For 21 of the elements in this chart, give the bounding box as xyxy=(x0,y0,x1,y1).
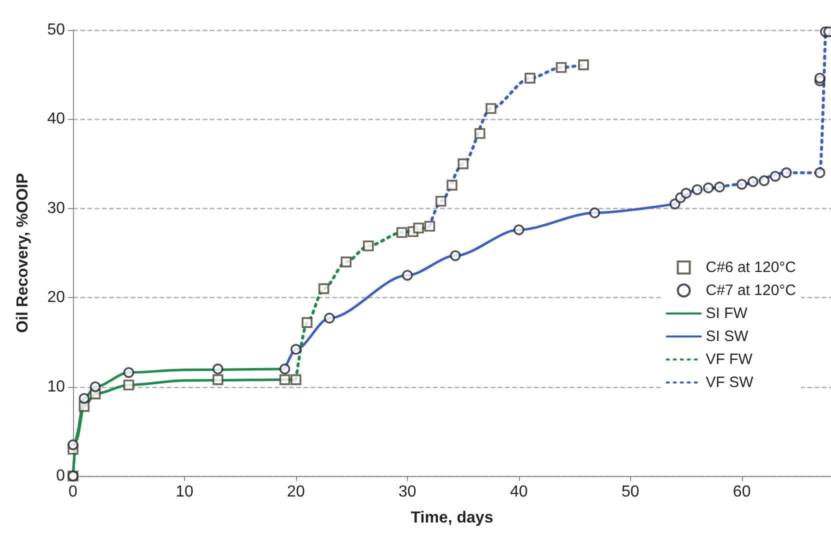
legend-label: VF FW xyxy=(706,351,754,368)
x-tick-label: 10 xyxy=(176,484,194,500)
x-tick-label: 50 xyxy=(621,484,640,500)
x-tick-label: 40 xyxy=(510,484,528,500)
y-tick-label: 10 xyxy=(47,378,66,396)
x-tick-label: 60 xyxy=(732,484,751,500)
y-tick-label: 40 xyxy=(47,110,66,128)
legend-label: C#6 at 120°C xyxy=(706,259,796,276)
x-axis-title: Time, days xyxy=(410,510,494,526)
x-tick-label: 30 xyxy=(398,484,416,500)
y-tick-label: 30 xyxy=(47,200,66,217)
x-tick-label: 0 xyxy=(68,484,78,500)
y-tick-label: 50 xyxy=(47,22,66,38)
legend-label: SI SW xyxy=(706,328,750,345)
y-axis-title: Oil Recovery, %OOIP xyxy=(14,172,32,333)
y-tick-label: 0 xyxy=(56,468,66,484)
legend-label: C#7 at 120°C xyxy=(706,282,796,299)
x-tick-label: 20 xyxy=(287,484,305,500)
legend-label: VF SW xyxy=(706,374,754,391)
legend-label: SI FW xyxy=(706,305,748,322)
y-tick-label: 20 xyxy=(47,289,66,306)
